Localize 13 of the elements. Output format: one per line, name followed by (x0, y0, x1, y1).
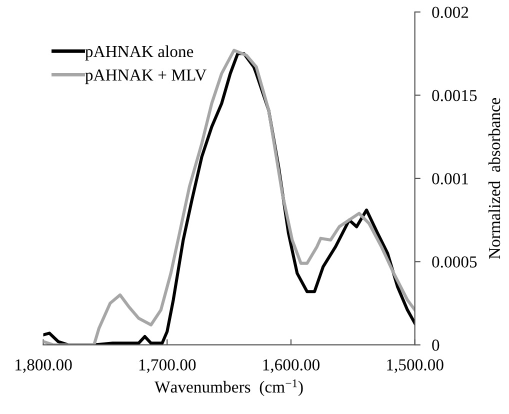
y-axis-title: Normalized absorbance (488, 98, 500, 259)
y-tick-label: 0.0015 (432, 90, 477, 102)
y-tick-label: 0 (432, 340, 440, 351)
y-tick-label: 0.0005 (432, 256, 477, 268)
x-tick-label: 1,800.00 (16, 359, 72, 373)
x-tick-label: 1,500.00 (387, 359, 444, 373)
y-tick-label: 0.001 (432, 173, 468, 184)
legend-label: pAHNAK + MLV (85, 70, 207, 84)
y-tick-label: 0.002 (432, 6, 468, 18)
x-tick-label: 1,600.00 (263, 359, 320, 373)
x-axis-title: Wavenumbers (cm$^{−1}$) (154, 379, 303, 396)
legend-label: pAHNAK alone (85, 45, 194, 61)
x-tick-label: 1,700.00 (139, 359, 196, 373)
